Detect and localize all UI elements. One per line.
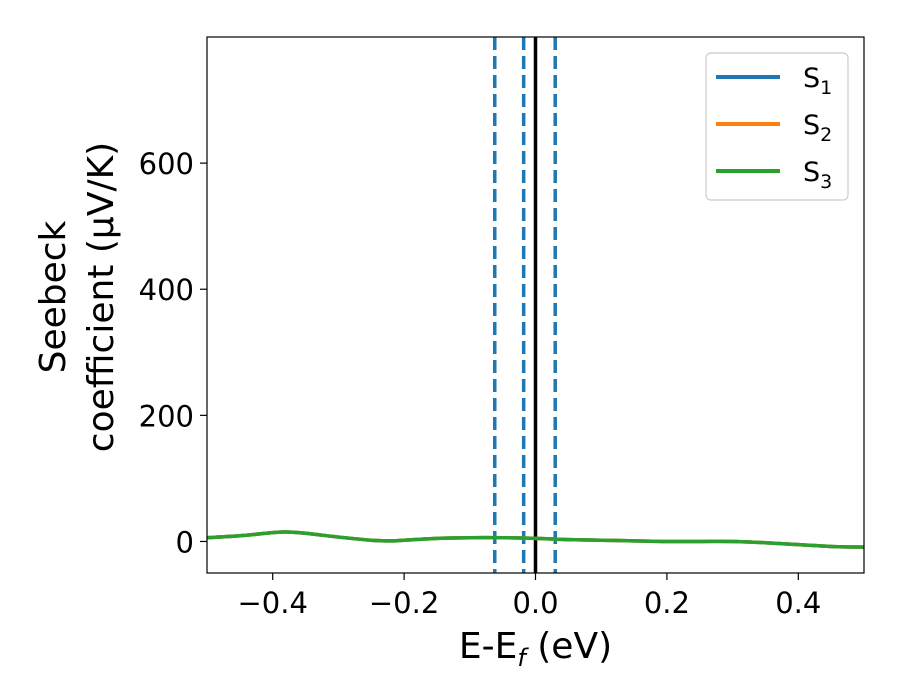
series-lines: [207, 530, 864, 549]
x-tick-label: −0.2: [369, 586, 439, 620]
x-tick-label: 0.4: [775, 586, 821, 620]
legend-label-S1: S1: [803, 63, 832, 99]
y-axis-label-line2: coefficient (μV/K): [81, 142, 122, 452]
x-axis-label: E-Ef (eV): [459, 626, 612, 672]
series-line-S3: [207, 530, 864, 549]
legend-label-S3: S3: [803, 157, 832, 193]
legend-label-S2: S2: [803, 110, 832, 146]
y-axis-label-line1: Seebeck: [33, 220, 74, 373]
legend-box: [705, 52, 849, 201]
y-axis-label: Seebeck coefficient (μV/K): [33, 142, 122, 452]
y-tick-label: 600: [139, 147, 194, 181]
x-axis-ticks: −0.4 −0.2 0.0 0.2 0.4: [237, 573, 821, 620]
x-tick-label: −0.4: [237, 586, 307, 620]
y-tick-label: 400: [139, 273, 194, 307]
y-tick-label: 0: [176, 525, 194, 559]
vertical-reference-lines: [493, 37, 557, 573]
x-tick-label: 0.0: [512, 586, 558, 620]
legend: S1 S2 S3: [705, 52, 849, 201]
x-tick-label: 0.2: [644, 586, 690, 620]
y-axis-ticks: 0 200 400 600: [139, 147, 207, 559]
x-axis-label-unit: (eV): [526, 626, 612, 667]
y-tick-label: 200: [139, 399, 194, 433]
x-axis-label-main: E-E: [459, 626, 517, 667]
